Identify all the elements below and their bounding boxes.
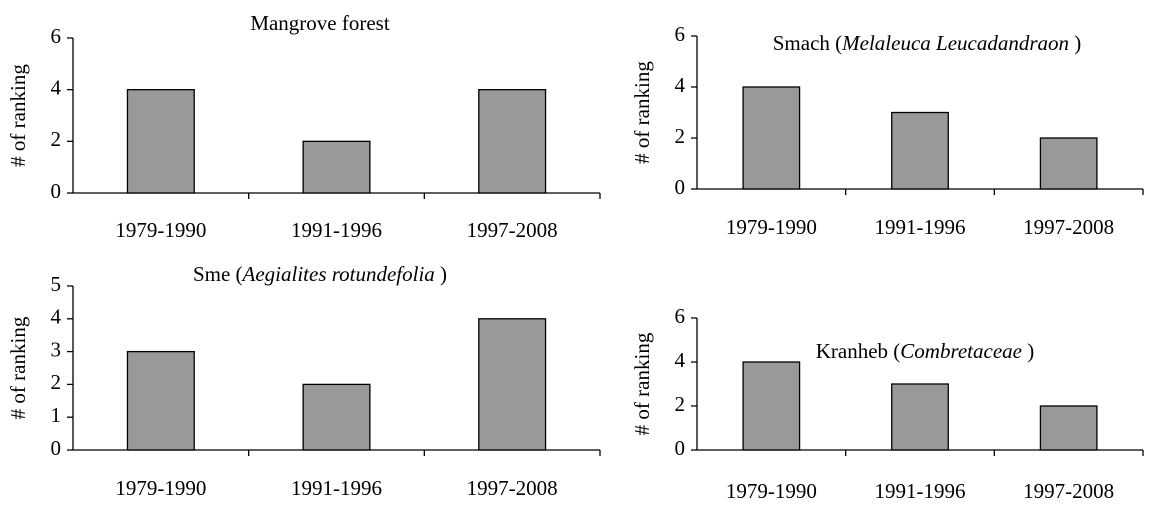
- x-tick-label: 1979-1990: [726, 215, 817, 239]
- chart: Smach (Melaleuca Leucadandraon ) # of ran…: [630, 22, 1144, 239]
- bar: [742, 361, 801, 451]
- y-tick-label: 0: [675, 175, 686, 199]
- title-part: Sme (: [193, 262, 243, 286]
- title-part: Kranheb (: [816, 339, 901, 363]
- x-tick-label: 1997-2008: [467, 476, 558, 500]
- bar: [302, 140, 371, 194]
- x-tick-label: 1991-1996: [875, 479, 966, 503]
- title-part: Mangrove forest: [250, 11, 390, 35]
- y-axis-label: # of ranking: [6, 64, 30, 167]
- x-tick-label: 1997-2008: [1023, 215, 1114, 239]
- x-tick-label: 1991-1996: [291, 476, 382, 500]
- y-axis-label: # of ranking: [630, 61, 654, 164]
- title-part: Aegialites rotundefolia: [241, 262, 435, 286]
- bar: [478, 89, 547, 194]
- bar: [891, 111, 949, 190]
- chart: Sme (Aegialites rotundefolia ) # of ranki…: [6, 262, 601, 500]
- chart-title: Smach (Melaleuca Leucadandraon ): [773, 31, 1082, 55]
- bar: [1039, 405, 1098, 451]
- bar: [126, 350, 195, 451]
- chart-title: Kranheb (Combretaceae ): [816, 339, 1034, 363]
- x-tick-label: 1997-2008: [1023, 479, 1114, 503]
- x-tick-label: 1979-1990: [726, 479, 817, 503]
- bar: [742, 86, 801, 190]
- y-tick-label: 2: [675, 392, 686, 416]
- y-tick-label: 0: [51, 436, 62, 460]
- y-axis-label: # of ranking: [630, 332, 654, 435]
- chart: Kranheb (Combretaceae ) # of ranking 0 2 4 6 1…: [630, 304, 1144, 503]
- y-tick-label: 2: [51, 127, 62, 151]
- y-tick-label: 5: [51, 272, 62, 296]
- chart-title: Mangrove forest: [250, 11, 390, 35]
- chart-title: Sme (Aegialites rotundefolia ): [193, 262, 447, 286]
- y-tick-label: 4: [51, 305, 62, 329]
- x-tick-label: 1991-1996: [291, 218, 382, 242]
- bar: [478, 318, 547, 451]
- x-tick-label: 1979-1990: [115, 476, 206, 500]
- bar: [891, 383, 949, 451]
- title-part: Melaleuca Leucadandraon: [841, 31, 1069, 55]
- y-tick-label: 6: [51, 24, 62, 48]
- y-tick-label: 6: [675, 22, 686, 46]
- y-tick-label: 6: [675, 304, 686, 328]
- bar: [1039, 137, 1098, 190]
- y-axis-label: # of ranking: [6, 316, 30, 419]
- x-tick-label: 1979-1990: [115, 218, 206, 242]
- chart: Mangrove forest # of ranking 0 2 4 6 1979-1990…: [6, 11, 601, 242]
- x-tick-label: 1991-1996: [875, 215, 966, 239]
- y-tick-label: 1: [51, 403, 62, 427]
- title-part: ): [1069, 31, 1081, 55]
- title-part: ): [1022, 339, 1034, 363]
- y-tick-label: 2: [51, 370, 62, 394]
- y-tick-label: 3: [51, 337, 62, 361]
- bar: [126, 89, 195, 194]
- y-tick-label: 4: [51, 75, 62, 99]
- y-tick-label: 0: [51, 179, 62, 203]
- y-tick-label: 0: [675, 436, 686, 460]
- y-tick-label: 4: [675, 73, 686, 97]
- title-part: Combretaceae: [900, 339, 1022, 363]
- title-part: ): [435, 262, 447, 286]
- title-part: Smach (: [773, 31, 842, 55]
- bar: [302, 383, 371, 451]
- y-tick-label: 2: [675, 124, 686, 148]
- y-tick-label: 4: [675, 348, 686, 372]
- x-tick-label: 1997-2008: [467, 218, 558, 242]
